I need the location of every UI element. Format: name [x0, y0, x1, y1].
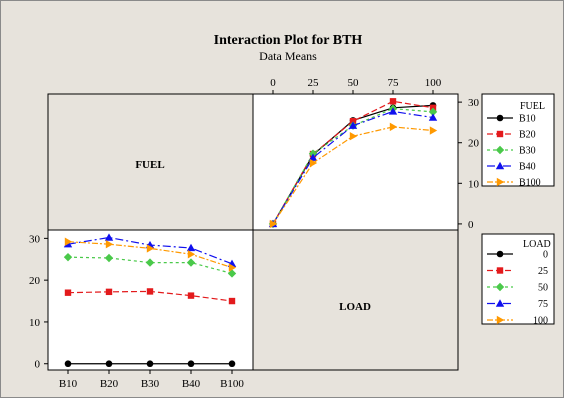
data-point-load-0 [64, 360, 72, 368]
legend-entry-label: 50 [538, 283, 548, 294]
y-tick-label-right: 20 [468, 138, 480, 150]
data-point-load-75 [186, 243, 196, 252]
series-line-fuel-B30 [272, 108, 434, 225]
legend-entry-label: 75 [538, 299, 548, 310]
legend-entry-label: 25 [538, 266, 548, 277]
data-point-fuel-B40 [388, 107, 398, 115]
data-point-load-25 [105, 288, 113, 296]
x-tick-label-load: 50 [348, 77, 360, 89]
y-tick-label-left: 10 [29, 317, 41, 329]
data-point-load-0 [187, 360, 195, 368]
legend-fuel [481, 93, 555, 187]
data-point-load-100 [187, 250, 196, 259]
y-tick-label-right: 10 [468, 178, 480, 190]
legend-swatch-marker [495, 145, 505, 155]
legend-swatch-marker [496, 267, 504, 274]
legend-entry-label: B20 [519, 130, 536, 141]
legend-swatch-marker [496, 315, 505, 325]
data-point-fuel-B100 [389, 122, 398, 132]
data-point-fuel-B40 [428, 113, 438, 121]
y-tick-label-right: 30 [468, 97, 480, 109]
data-point-fuel-B100 [349, 132, 358, 141]
diagonal-label-fuel: FUEL [135, 159, 164, 171]
data-point-load-100 [64, 237, 73, 246]
data-point-fuel-B30 [428, 107, 438, 117]
data-point-load-25 [228, 297, 236, 305]
data-point-fuel-B20 [349, 118, 357, 125]
x-tick-label-fuel: B100 [220, 378, 244, 390]
data-point-load-100 [146, 244, 155, 253]
data-point-load-0 [146, 360, 154, 368]
legend-swatch-marker [496, 250, 504, 258]
legend-swatch-marker [495, 282, 505, 292]
data-point-load-75 [104, 233, 114, 241]
data-point-fuel-B100 [309, 158, 318, 168]
legend-entry-label: 100 [533, 316, 548, 327]
legend-load [481, 233, 555, 325]
data-point-load-25 [146, 288, 154, 295]
data-point-load-100 [228, 263, 237, 272]
data-point-load-25 [64, 289, 72, 296]
chart-title: Interaction Plot for BTH [214, 33, 363, 48]
x-tick-label-fuel: B30 [141, 378, 160, 390]
legend-entry-label: B10 [519, 114, 536, 125]
x-tick-label-load: 100 [425, 77, 442, 89]
y-tick-label-left: 20 [29, 275, 41, 287]
x-tick-label-fuel: B10 [59, 378, 78, 390]
legend-fuel-title: FUEL [520, 101, 545, 112]
legend-swatch-marker [496, 114, 504, 122]
legend-entry-label: B30 [519, 146, 536, 157]
legend-swatch-marker [495, 299, 505, 307]
data-point-load-0 [228, 360, 236, 368]
data-point-load-100 [105, 240, 114, 249]
data-point-fuel-B100 [269, 219, 278, 229]
x-tick-label-fuel: B40 [182, 378, 201, 390]
legend-entry-label: B40 [519, 162, 536, 173]
legend-swatch-marker [496, 130, 504, 138]
data-point-load-25 [187, 292, 195, 299]
data-point-fuel-B40 [308, 153, 318, 161]
legend-entry-label: B100 [519, 178, 541, 189]
legend-load-title: LOAD [523, 239, 551, 250]
x-tick-label-load: 25 [308, 77, 320, 89]
legend-swatch-marker [496, 177, 505, 187]
data-point-load-50 [227, 269, 237, 278]
x-tick-label-fuel: B20 [100, 378, 119, 390]
data-point-load-0 [105, 360, 113, 368]
y-tick-label-right: 0 [468, 219, 474, 231]
diagonal-label-load: LOAD [339, 301, 371, 313]
data-point-load-50 [145, 258, 155, 267]
series-line-fuel-B20 [272, 100, 434, 225]
data-point-fuel-B20 [389, 98, 397, 105]
panel-fuel-by-load [253, 94, 458, 230]
data-point-load-50 [63, 252, 73, 262]
panel-load-by-fuel [48, 230, 253, 370]
legend-entry-label: 0 [543, 250, 548, 261]
data-point-load-50 [104, 253, 114, 263]
data-point-load-50 [186, 258, 196, 267]
series-line-load-100 [67, 241, 233, 269]
x-tick-label-load: 75 [388, 77, 400, 89]
data-point-fuel-B100 [429, 126, 438, 135]
y-tick-label-left: 30 [29, 233, 41, 245]
legend-swatch-marker [495, 161, 505, 170]
y-tick-label-left: 0 [35, 359, 41, 371]
data-point-fuel-B40 [348, 121, 358, 129]
chart-subtitle: Data Means [259, 49, 317, 63]
x-tick-label-load: 0 [270, 77, 276, 89]
